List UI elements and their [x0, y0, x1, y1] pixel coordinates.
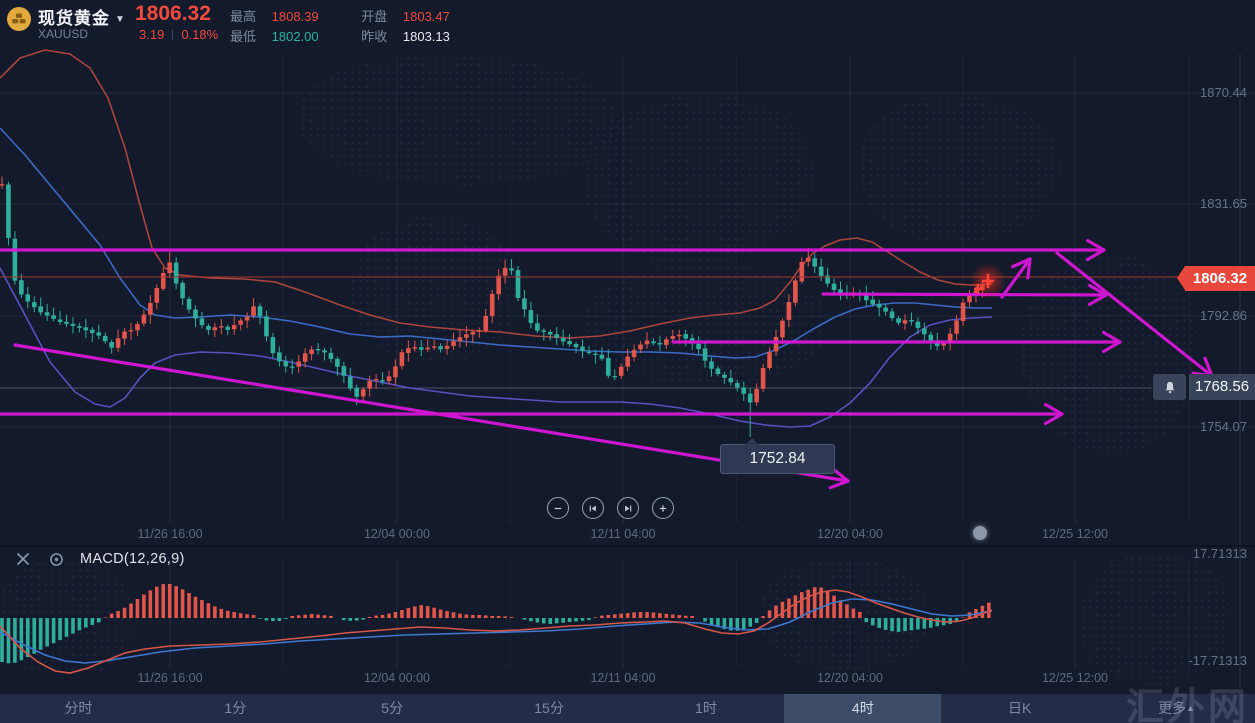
gold-coin-icon — [7, 7, 31, 31]
tab-more[interactable]: 更多▲ — [1158, 700, 1196, 716]
gridlines — [0, 55, 1255, 688]
stat-value-high: 1808.39 — [271, 9, 319, 24]
macd-time-axis-label: 12/25 12:00 — [1041, 671, 1109, 685]
timeframe-tabbar: 分时 1分 5分 15分 1时 4时 日K 更多▲ — [0, 694, 1255, 723]
stat-value-prevclose: 1803.13 — [402, 29, 450, 44]
macd-max-label: 17.71313 — [1192, 546, 1247, 561]
stat-label: 开盘 — [361, 9, 388, 24]
macd-time-axis-label: 12/11 04:00 — [590, 671, 656, 685]
macd-header: MACD(12,26,9) — [0, 549, 185, 569]
indicator-settings-icon[interactable] — [46, 549, 66, 569]
bg-dots-patch — [350, 215, 520, 365]
zoom-in-button[interactable] — [652, 497, 674, 519]
change-value: 3.19 — [139, 27, 165, 42]
time-axis-label: 12/04 00:00 — [363, 527, 431, 541]
stat-label: 昨收 — [361, 29, 388, 44]
tab-1min[interactable]: 1分 — [224, 700, 247, 716]
current-price-badge: 1806.32 — [1177, 266, 1255, 291]
change-percent: 0.18% — [181, 27, 219, 42]
skip-back-icon — [589, 505, 596, 511]
time-axis-label: 11/26 16:00 — [137, 527, 203, 541]
stat-label: 最低 — [230, 29, 257, 44]
alert-price-badge: 1768.56 — [1189, 374, 1255, 400]
latest-tick-markers — [974, 274, 994, 294]
macd-min-label: -17.71313 — [1188, 653, 1247, 668]
price-alert-button[interactable] — [1153, 374, 1186, 400]
skip-back-button[interactable] — [582, 497, 604, 519]
price-axis-label: 1831.65 — [1200, 196, 1247, 211]
price-axis-label: 1870.44 — [1200, 85, 1247, 100]
macd-pane — [0, 583, 993, 674]
minus-icon — [554, 507, 562, 509]
bg-dots-patch — [585, 95, 815, 265]
stat-label: 最高 — [230, 9, 257, 24]
stats-row-1: 最高 1808.39 开盘 1803.47 — [230, 6, 465, 25]
price-change: 3.19 0.18% — [139, 27, 218, 42]
indicator-bands — [0, 49, 993, 428]
bell-icon — [1165, 381, 1174, 393]
symbol-selector[interactable]: 现货黄金 ▼ — [38, 9, 126, 28]
divider — [172, 29, 174, 40]
candlesticks — [0, 176, 992, 437]
macd-time-axis-label: 12/20 04:00 — [816, 671, 884, 685]
time-axis-label: 12/25 12:00 — [1041, 527, 1109, 541]
time-axis-label: 12/11 04:00 — [590, 527, 656, 541]
bg-dots-patch — [860, 95, 1060, 245]
stats-row-2: 最低 1802.00 昨收 1803.13 — [230, 26, 465, 45]
bg-dots-patch — [300, 55, 620, 185]
zoom-out-button[interactable] — [547, 497, 569, 519]
tab-daily[interactable]: 日K — [1008, 700, 1032, 716]
plus-icon — [659, 504, 667, 512]
pane-divider — [0, 545, 1255, 547]
stat-value-open: 1803.47 — [402, 9, 450, 24]
price-axis-label: 1754.07 — [1200, 419, 1247, 434]
time-axis-label: 12/20 04:00 — [816, 527, 884, 541]
bg-dots-patch — [1080, 555, 1230, 685]
chevron-up-icon: ▲ — [1186, 703, 1196, 713]
tab-4hour[interactable]: 4时 — [784, 694, 942, 723]
stat-value-low: 1802.00 — [271, 29, 319, 44]
symbol-code: XAUUSD — [38, 27, 89, 41]
indicator-label: MACD(12,26,9) — [80, 551, 185, 567]
macd-time-axis-label: 11/26 16:00 — [137, 671, 203, 685]
tab-1hour[interactable]: 1时 — [695, 700, 717, 716]
last-price: 1806.32 — [135, 2, 211, 25]
skip-forward-button[interactable] — [617, 497, 639, 519]
time-axis-handle[interactable] — [973, 526, 987, 540]
macd-time-axis-label: 12/04 00:00 — [363, 671, 431, 685]
skip-forward-icon — [625, 505, 632, 511]
tab-15min[interactable]: 15分 — [534, 700, 564, 716]
low-price-tooltip: 1752.84 — [720, 438, 835, 474]
close-icon[interactable] — [13, 549, 33, 569]
chevron-down-icon[interactable]: ▼ — [115, 14, 126, 25]
tab-fenshi[interactable]: 分时 — [64, 700, 93, 716]
price-axis-label: 1792.86 — [1200, 308, 1247, 323]
drawn-annotations — [0, 238, 1214, 490]
quote-header: 现货黄金 ▼ XAUUSD 1806.32 3.19 0.18% 最高 1808.3… — [0, 0, 1255, 46]
tab-5min[interactable]: 5分 — [381, 700, 404, 716]
